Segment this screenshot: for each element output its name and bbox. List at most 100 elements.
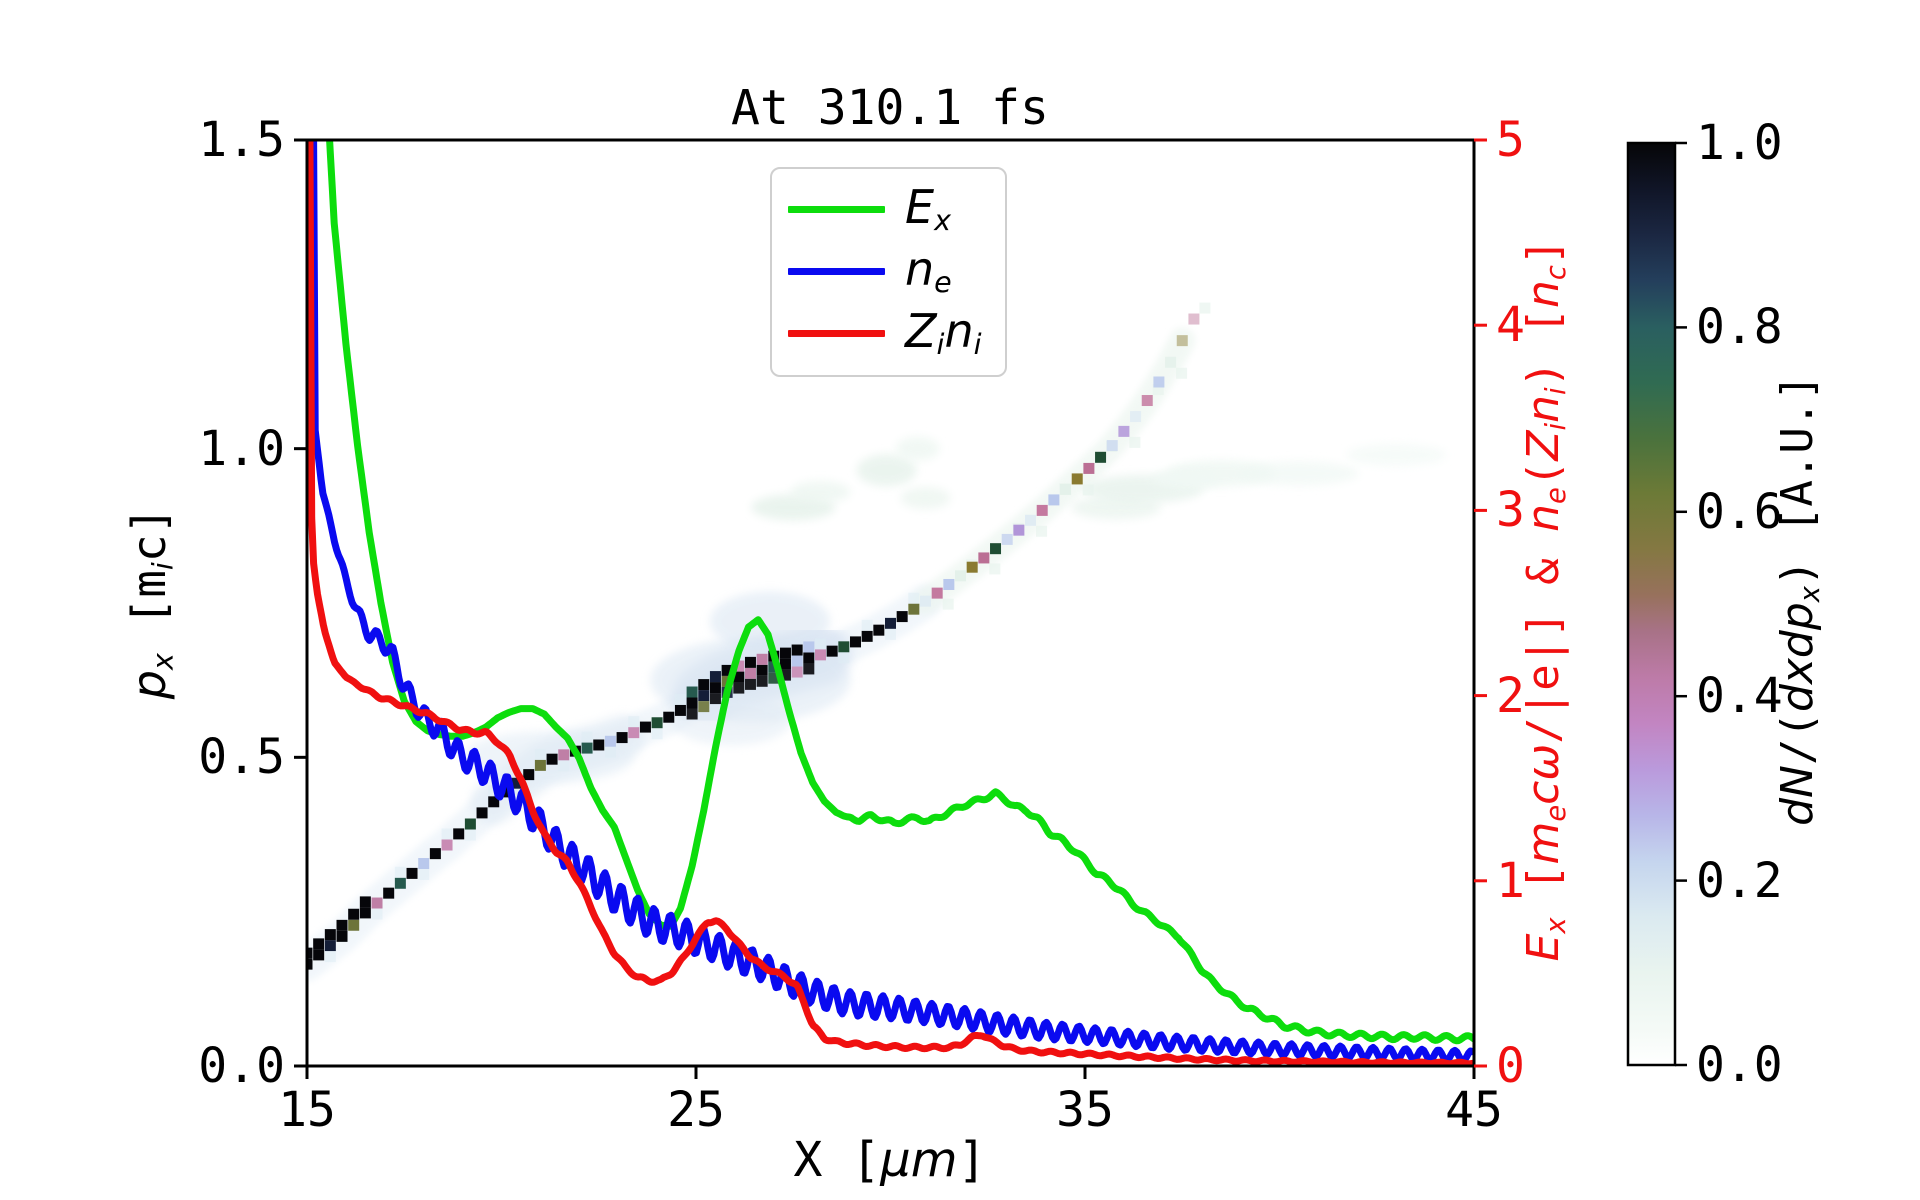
heatmap-cell xyxy=(721,664,733,676)
heatmap-fringe-cell xyxy=(558,760,570,772)
colorbar-label: dN/(dxdpx) [A.U.] xyxy=(1771,374,1826,826)
colorbar-tick-label: 1.0 xyxy=(1696,115,1783,171)
heatmap-faint-patch xyxy=(709,591,830,652)
heatmap-cell xyxy=(546,753,558,765)
y-tick-label-right: 2 xyxy=(1496,667,1525,724)
legend-line-Zini xyxy=(788,330,885,338)
heatmap-faint-patch xyxy=(790,480,851,503)
heatmap-fringe-cell xyxy=(581,731,593,743)
legend-label-ne: ne xyxy=(905,242,952,300)
heatmap-fringe-cell xyxy=(908,592,920,604)
heatmap-cell xyxy=(1048,494,1060,506)
curve-Ex xyxy=(326,140,1474,1045)
heatmap-cell xyxy=(791,644,803,656)
heatmap-cell xyxy=(639,721,651,733)
heatmap-cell xyxy=(406,867,418,879)
heatmap-cell xyxy=(593,739,605,751)
heatmap-cell xyxy=(359,907,371,919)
heatmap-cell xyxy=(558,749,570,761)
colorbar-tick-label: 0.2 xyxy=(1696,852,1783,909)
heatmap-cell xyxy=(861,630,873,642)
y-tick-label-right: 4 xyxy=(1496,297,1525,354)
heatmap-cell xyxy=(744,656,756,668)
heatmap-cell xyxy=(779,658,791,670)
legend-label-Zini: Zini xyxy=(905,304,982,362)
heatmap-fringe-cell xyxy=(1082,484,1094,496)
heatmap-faint-patch xyxy=(900,487,951,510)
heatmap-cell xyxy=(733,660,745,672)
heatmap-cell xyxy=(686,708,698,720)
plot-area xyxy=(307,140,1474,1066)
heatmap-cell xyxy=(896,611,908,623)
legend-entry-Zini: Zini xyxy=(788,308,1005,360)
heatmap-cell xyxy=(371,897,383,909)
colorbar-tick-label: 0.6 xyxy=(1696,483,1783,540)
heatmap-fringe-cell xyxy=(324,951,336,963)
y-tick-label-left: 0.0 xyxy=(198,1038,285,1094)
heatmap-cell xyxy=(826,645,838,657)
y-tick-label-right: 1 xyxy=(1496,852,1525,909)
heatmap-fringe-cell xyxy=(1199,302,1211,314)
heatmap-faint-patch xyxy=(1151,468,1222,491)
heatmap-cell xyxy=(709,682,721,694)
heatmap-cell xyxy=(1025,514,1037,526)
legend-entry-ne: ne xyxy=(788,246,1005,298)
heatmap-cell xyxy=(955,570,967,582)
heatmap-cell xyxy=(733,682,745,694)
heatmap-fringe-cell xyxy=(1129,436,1141,448)
heatmap-cell xyxy=(1071,473,1083,485)
heatmap-fringe-cell xyxy=(989,563,1001,575)
heatmap-fringe-cell xyxy=(628,716,640,728)
heatmap-cell xyxy=(686,686,698,698)
y-tick-label-left: 0.5 xyxy=(198,729,285,786)
heatmap-cell xyxy=(307,958,313,970)
curve-ne xyxy=(310,140,1474,1065)
heatmap-cell xyxy=(709,693,721,705)
heatmap-cell xyxy=(756,664,768,676)
legend-entry-Ex: Ex xyxy=(788,184,1005,236)
heatmap-cell xyxy=(733,671,745,683)
heatmap-cell xyxy=(779,669,791,681)
heatmap-faint-patch xyxy=(1238,461,1359,486)
heatmap-cell xyxy=(873,624,885,636)
heatmap-cell xyxy=(1118,425,1130,437)
y-tick-label-right: 5 xyxy=(1496,112,1525,168)
heatmap-cell xyxy=(814,649,826,661)
heatmap-cell xyxy=(418,858,430,870)
heatmap-cell xyxy=(744,667,756,679)
heatmap-cell xyxy=(931,587,943,599)
heatmap-fringe-cell xyxy=(674,693,686,705)
heatmap-cell xyxy=(698,690,710,702)
heatmap-cell xyxy=(616,732,628,744)
x-axis-label: X [μm] xyxy=(793,1132,987,1188)
heatmap-cell xyxy=(429,848,441,860)
heatmap-faint-patch xyxy=(1346,443,1447,466)
heatmap-cell xyxy=(1001,533,1013,545)
heatmap-cell xyxy=(476,807,488,819)
heatmap-cell xyxy=(1036,504,1048,516)
heatmap-cell xyxy=(1106,440,1118,452)
heatmap-cell xyxy=(313,949,325,961)
heatmap-cell xyxy=(978,552,990,564)
heatmap-cell xyxy=(744,678,756,690)
heatmap-fringe-cell xyxy=(1152,384,1164,396)
heatmap-cell xyxy=(383,887,395,899)
heatmap-cell xyxy=(663,711,675,723)
legend-box: Ex ne Zini xyxy=(770,167,1007,377)
heatmap-cell xyxy=(1141,395,1153,407)
heatmap-cell xyxy=(768,661,780,673)
heatmap-cell xyxy=(488,796,500,808)
curve-Zini xyxy=(307,140,1474,1066)
heatmap-fringe-cell xyxy=(511,788,523,800)
heatmap-cell xyxy=(523,769,535,781)
heatmap-fringe-cell xyxy=(394,866,406,878)
heatmap-cell xyxy=(464,818,476,830)
heatmap-cell xyxy=(1095,451,1107,463)
heatmap-cell xyxy=(990,543,1002,555)
heatmap-fringe-cell xyxy=(942,598,954,610)
x-tick-label: 35 xyxy=(1056,1082,1114,1138)
heatmap-cell xyxy=(1176,335,1188,347)
colorbar xyxy=(1628,143,1675,1065)
